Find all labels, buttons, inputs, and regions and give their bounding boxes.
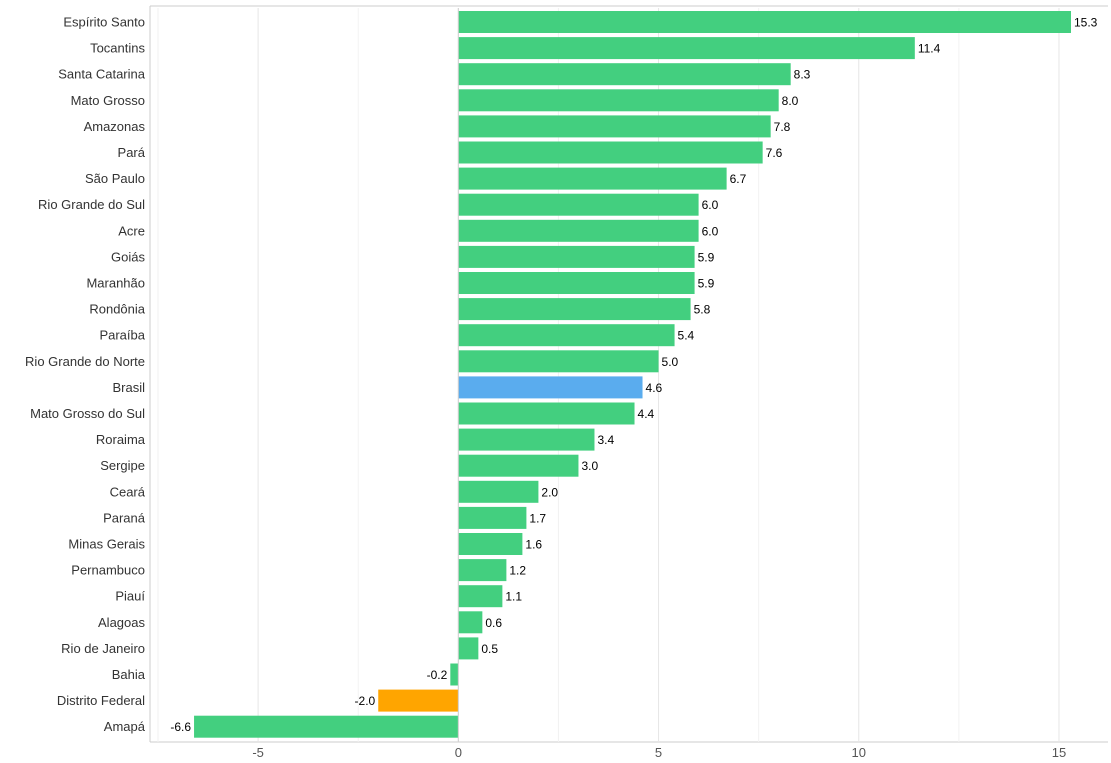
- data-label: 4.6: [646, 381, 663, 395]
- category-label: Amazonas: [84, 119, 146, 134]
- category-label: Santa Catarina: [58, 67, 145, 82]
- category-label: Tocantins: [90, 41, 145, 56]
- category-label: Mato Grosso do Sul: [30, 406, 145, 421]
- data-label: 6.7: [730, 172, 747, 186]
- category-label: Minas Gerais: [68, 537, 145, 552]
- category-label: Roraima: [96, 432, 146, 447]
- data-label: 3.0: [581, 459, 598, 473]
- category-label: Rio de Janeiro: [61, 641, 145, 656]
- category-label: Alagoas: [98, 615, 145, 630]
- data-label: 4.4: [638, 407, 655, 421]
- data-label: 6.0: [702, 224, 719, 238]
- bar: [194, 715, 459, 738]
- data-label: 5.4: [678, 329, 695, 343]
- x-tick-label: 0: [455, 745, 462, 760]
- category-label: Rio Grande do Sul: [38, 197, 145, 212]
- data-label: 7.8: [774, 120, 791, 134]
- data-label: 1.1: [505, 590, 522, 604]
- x-tick-label: 5: [655, 745, 662, 760]
- data-label: 8.3: [794, 68, 811, 82]
- bar: [458, 245, 695, 268]
- bar: [458, 219, 699, 242]
- category-label: Espírito Santo: [63, 15, 145, 30]
- data-label: 15.3: [1074, 16, 1098, 30]
- data-label: 1.2: [509, 564, 526, 578]
- category-label: Rio Grande do Norte: [25, 354, 145, 369]
- bar: [458, 272, 695, 294]
- bar: [458, 11, 1071, 33]
- bar: [458, 115, 771, 138]
- bar: [450, 663, 459, 686]
- data-label: 5.0: [662, 355, 679, 369]
- category-label: Pernambuco: [71, 563, 145, 578]
- bar: [458, 611, 483, 634]
- category-label: Ceará: [110, 484, 146, 499]
- data-label: -6.6: [170, 720, 191, 734]
- category-label: Distrito Federal: [57, 693, 145, 708]
- category-label: Brasil: [112, 380, 145, 395]
- bar: [378, 689, 459, 712]
- bar: [458, 428, 595, 451]
- bar: [458, 376, 643, 399]
- bar: [458, 585, 503, 608]
- data-label: 0.5: [481, 642, 498, 656]
- bar: [458, 402, 635, 425]
- data-label: 8.0: [782, 94, 799, 108]
- bar: [458, 298, 691, 321]
- category-label: Amapá: [104, 719, 146, 734]
- data-label: 6.0: [702, 198, 719, 212]
- category-label: São Paulo: [85, 171, 145, 186]
- bar: [458, 89, 779, 112]
- data-label: 2.0: [541, 485, 558, 499]
- category-label: Bahia: [112, 667, 146, 682]
- data-label: -2.0: [355, 694, 376, 708]
- x-tick-label: -5: [252, 745, 264, 760]
- category-label: Maranhão: [86, 276, 145, 291]
- bar: [458, 559, 507, 582]
- bar: [458, 193, 699, 216]
- bar: [458, 480, 539, 503]
- data-label: 5.9: [698, 250, 715, 264]
- data-label: 1.7: [529, 511, 546, 525]
- category-label: Sergipe: [100, 458, 145, 473]
- bar: [458, 37, 915, 60]
- bar: [458, 167, 727, 190]
- bar: [458, 454, 579, 477]
- bar: [458, 637, 479, 660]
- bar: [458, 506, 527, 529]
- data-label: 3.4: [597, 433, 614, 447]
- category-label: Paraná: [103, 510, 146, 525]
- x-tick-label: 15: [1052, 745, 1066, 760]
- category-label: Goiás: [111, 249, 145, 264]
- bar: [458, 324, 675, 347]
- category-label: Rondônia: [89, 302, 145, 317]
- category-label: Paraíba: [99, 328, 145, 343]
- data-label: 7.6: [766, 146, 783, 160]
- data-label: 1.6: [525, 538, 542, 552]
- data-label: -0.2: [427, 668, 448, 682]
- data-label: 5.8: [694, 303, 711, 317]
- x-tick-label: 10: [852, 745, 866, 760]
- category-label: Mato Grosso: [71, 93, 145, 108]
- bar: [458, 141, 763, 164]
- data-label: 5.9: [698, 277, 715, 291]
- data-label: 11.4: [918, 42, 941, 56]
- bar: [458, 350, 659, 373]
- bar: [458, 63, 791, 86]
- bar: [458, 533, 523, 555]
- category-label: Acre: [118, 223, 145, 238]
- category-label: Pará: [118, 145, 146, 160]
- data-label: 0.6: [485, 616, 502, 630]
- category-label: Piauí: [115, 589, 145, 604]
